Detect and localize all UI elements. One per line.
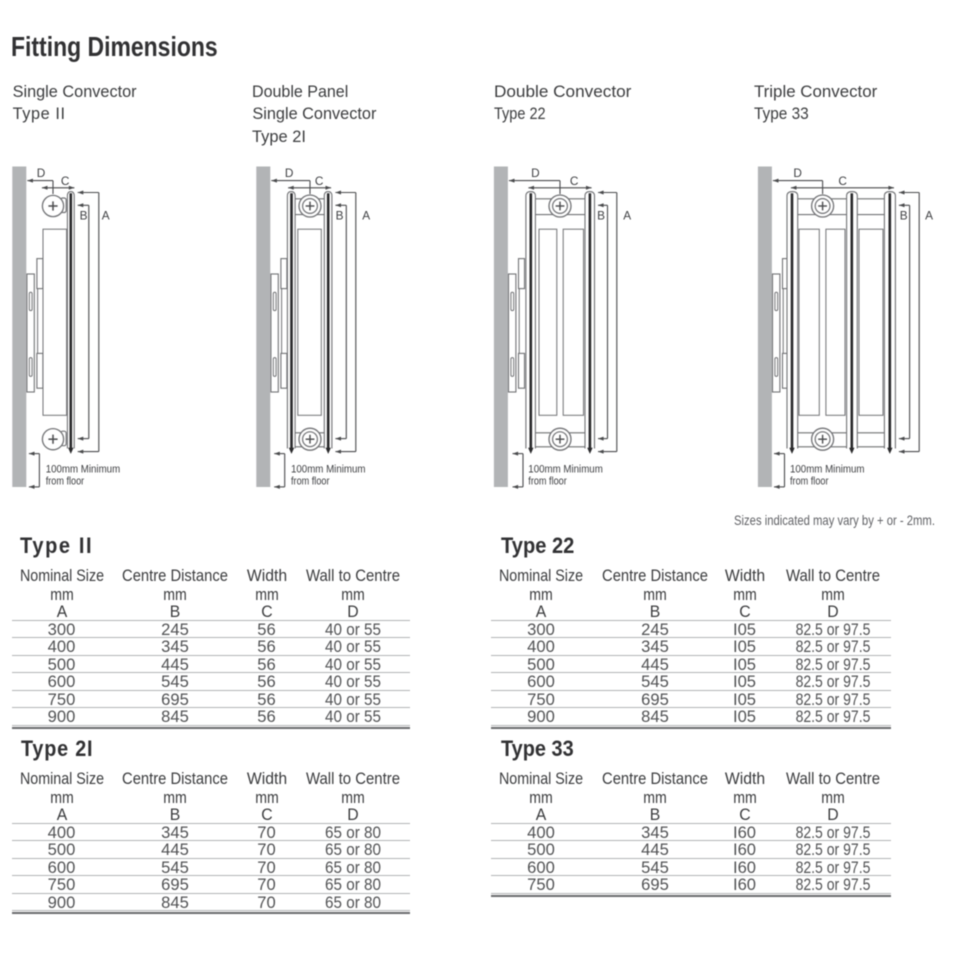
svg-text:100mm Minimum: 100mm Minimum — [790, 464, 865, 476]
svg-text:C: C — [570, 174, 579, 188]
svg-text:A: A — [623, 208, 631, 222]
svg-text:from floor: from floor — [790, 476, 829, 488]
svg-text:100mm Minimum: 100mm Minimum — [528, 464, 603, 476]
svg-text:C: C — [61, 174, 70, 188]
svg-text:A: A — [925, 208, 933, 222]
svg-text:D: D — [285, 166, 294, 180]
svg-text:D: D — [531, 166, 540, 180]
svg-text:D: D — [793, 166, 802, 180]
svg-text:C: C — [838, 174, 847, 188]
svg-text:from floor: from floor — [528, 476, 567, 488]
svg-text:100mm Minimum: 100mm Minimum — [291, 464, 366, 476]
svg-text:D: D — [37, 166, 46, 180]
svg-text:100mm Minimum: 100mm Minimum — [46, 464, 121, 476]
svg-text:A: A — [362, 208, 370, 222]
svg-text:from floor: from floor — [46, 476, 85, 488]
svg-text:A: A — [102, 208, 110, 222]
svg-text:B: B — [900, 208, 908, 222]
svg-text:B: B — [336, 208, 344, 222]
svg-text:C: C — [315, 174, 324, 188]
svg-text:from floor: from floor — [291, 476, 330, 488]
svg-text:B: B — [597, 208, 605, 222]
svg-text:B: B — [80, 208, 88, 222]
